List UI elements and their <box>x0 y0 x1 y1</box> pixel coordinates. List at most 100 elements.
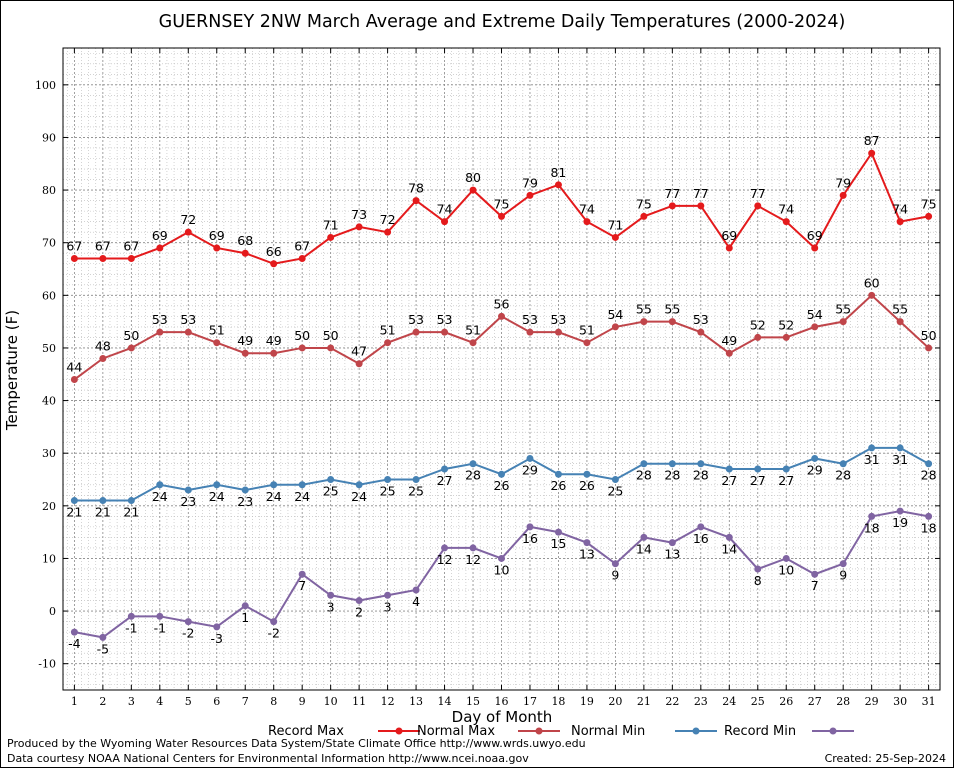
record-min-data-label: 18 <box>921 520 937 535</box>
y-tick-label: 30 <box>42 447 56 460</box>
record-min-data-label: 16 <box>522 531 538 546</box>
normal-max-point <box>241 349 249 357</box>
record-max-data-label: 75 <box>636 196 652 211</box>
x-tick-label: 15 <box>466 695 480 708</box>
record-max-data-label: 78 <box>408 181 424 196</box>
record-min-data-label: 13 <box>579 547 595 562</box>
normal-max-point <box>697 328 705 336</box>
normal-max-point <box>611 323 619 331</box>
normal-max-data-label: 55 <box>835 302 851 317</box>
normal-max-point <box>583 339 591 347</box>
record-max-point <box>839 191 847 199</box>
record-max-point <box>241 249 249 257</box>
x-tick-label: 4 <box>156 695 163 708</box>
record-min-data-label: 12 <box>437 552 453 567</box>
normal-max-data-label: 49 <box>237 333 253 348</box>
normal-max-point <box>896 318 904 326</box>
normal-max-point <box>99 354 107 362</box>
y-tick-label: 60 <box>42 289 56 302</box>
record-max-point <box>526 191 534 199</box>
record-max-data-label: 80 <box>465 170 481 185</box>
record-min-point <box>896 507 904 515</box>
legend-label-record-max: Record Max <box>268 724 344 739</box>
record-min-point <box>839 560 847 568</box>
record-min-data-label: 12 <box>465 552 481 567</box>
record-min-point <box>70 628 78 636</box>
normal-min-data-label: 26 <box>579 478 595 493</box>
record-min-point <box>99 633 107 641</box>
x-tick-label: 2 <box>99 695 106 708</box>
normal-min-point <box>611 476 619 484</box>
normal-min-point <box>127 497 135 505</box>
normal-min-point <box>896 444 904 452</box>
record-min-point <box>127 612 135 620</box>
normal-max-point <box>498 312 505 320</box>
record-min-data-label: -1 <box>125 620 137 635</box>
record-max-point <box>725 244 733 252</box>
normal-min-point <box>213 481 221 489</box>
record-min-point <box>925 512 933 520</box>
record-max-point <box>270 260 278 268</box>
normal-min-point <box>498 470 505 478</box>
y-tick-label: 40 <box>42 395 56 408</box>
normal-min-data-label: 24 <box>152 489 168 504</box>
record-min-point <box>298 570 306 578</box>
x-tick-label: 5 <box>185 695 192 708</box>
record-min-data-label: 9 <box>839 568 847 583</box>
record-max-data-label: 67 <box>66 238 82 253</box>
record-max-point <box>697 202 705 210</box>
y-tick-label: 100 <box>35 79 56 92</box>
normal-max-data-label: 52 <box>750 317 766 332</box>
x-tick-label: 29 <box>865 695 879 708</box>
record-min-data-label: 8 <box>754 573 762 588</box>
record-min-point <box>782 554 790 562</box>
record-max-data-label: 87 <box>864 133 880 148</box>
record-max-point <box>70 254 78 262</box>
record-max-point <box>127 254 135 262</box>
normal-min-data-label: 24 <box>351 489 367 504</box>
footer-data-courtesy: Data courtesy NOAA National Centers for … <box>7 752 529 765</box>
normal-min-data-label: 27 <box>437 473 453 488</box>
normal-max-point <box>782 333 790 341</box>
record-max-point <box>640 212 648 220</box>
record-min-point <box>498 554 505 562</box>
normal-max-data-label: 53 <box>550 312 566 327</box>
record-min-point <box>327 591 335 599</box>
normal-min-point <box>526 454 534 462</box>
normal-max-point <box>213 339 221 347</box>
record-min-point <box>355 597 363 605</box>
normal-max-point <box>668 318 676 326</box>
normal-max-data-label: 51 <box>209 323 225 338</box>
normal-max-point <box>127 344 135 352</box>
normal-max-point <box>441 328 449 336</box>
normal-min-data-label: 28 <box>835 468 851 483</box>
record-min-data-label: -2 <box>267 626 279 641</box>
record-min-point <box>384 591 392 599</box>
record-max-data-label: 81 <box>550 165 566 180</box>
record-min-data-label: 7 <box>298 578 306 593</box>
record-min-data-label: 18 <box>864 520 880 535</box>
normal-max-point <box>327 344 335 352</box>
normal-min-data-label: 27 <box>721 473 737 488</box>
record-max-point <box>441 218 449 226</box>
record-max-data-label: 71 <box>607 217 623 232</box>
record-max-data-label: 73 <box>351 207 367 222</box>
normal-max-data-label: 53 <box>522 312 538 327</box>
record-max-data-label: 69 <box>152 228 168 243</box>
normal-max-data-label: 50 <box>323 328 339 343</box>
record-max-point <box>811 244 819 252</box>
normal-min-data-label: 25 <box>607 484 623 499</box>
record-min-data-label: 3 <box>384 599 392 614</box>
normal-min-point <box>668 460 676 468</box>
x-tick-label: 11 <box>352 695 366 708</box>
plot-border <box>62 47 941 691</box>
normal-max-point <box>156 328 164 336</box>
x-tick-label: 30 <box>893 695 907 708</box>
x-tick-label: 13 <box>409 695 423 708</box>
normal-max-data-label: 48 <box>95 338 111 353</box>
normal-min-point <box>99 497 107 505</box>
normal-min-point <box>782 465 790 473</box>
normal-max-data-label: 50 <box>921 328 937 343</box>
record-max-data-label: 77 <box>750 186 766 201</box>
record-min-point <box>697 523 705 531</box>
